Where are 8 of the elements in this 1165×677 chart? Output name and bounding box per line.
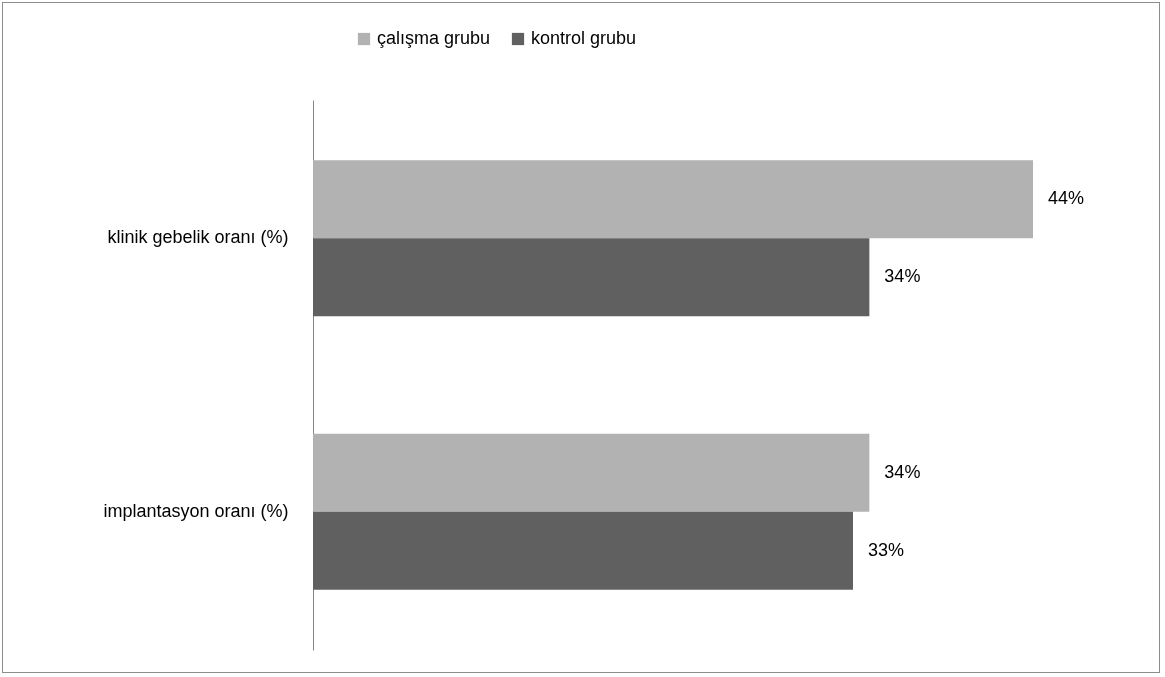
y-tick-label: klinik gebelik oranı (%) bbox=[107, 227, 289, 248]
data-label: 34% bbox=[884, 461, 921, 482]
data-label: 33% bbox=[868, 539, 905, 560]
data-label: 44% bbox=[1048, 188, 1085, 209]
legend-label: kontrol grubu bbox=[531, 28, 637, 48]
y-tick-label: implantasyon oranı (%) bbox=[103, 500, 289, 521]
data-label: 34% bbox=[884, 266, 921, 287]
legend-label: çalışma grubu bbox=[377, 28, 491, 48]
